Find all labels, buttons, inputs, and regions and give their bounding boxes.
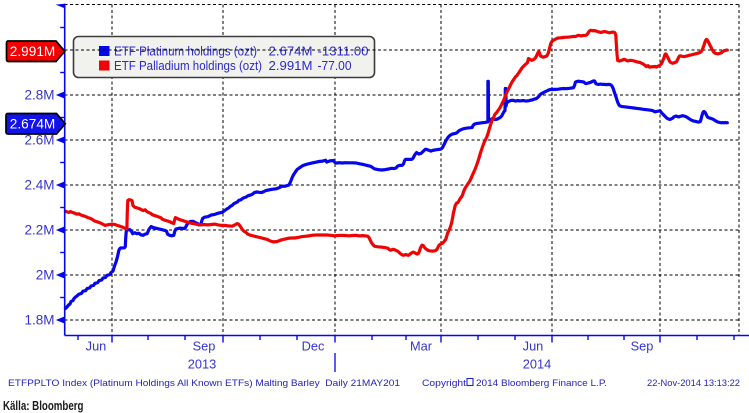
svg-text:2.674M: 2.674M (10, 117, 56, 132)
svg-text:2M: 2M (36, 268, 55, 283)
svg-text:ETFPPLTO Index (Platinum Holdi: ETFPPLTO Index (Platinum Holdings All Kn… (8, 378, 400, 388)
svg-text:Dec: Dec (302, 339, 325, 354)
svg-text:2.8M: 2.8M (24, 88, 54, 103)
svg-text:-77.00: -77.00 (318, 58, 352, 73)
svg-text:2014 Bloomberg Finance L.P.: 2014 Bloomberg Finance L.P. (476, 378, 607, 388)
svg-text:22-Nov-2014 13:13:22: 22-Nov-2014 13:13:22 (647, 378, 740, 388)
svg-text:2014: 2014 (523, 357, 551, 372)
svg-text:2.991M: 2.991M (10, 44, 56, 59)
svg-text:Sep: Sep (193, 339, 216, 354)
svg-text:Källa: Bloomberg: Källa: Bloomberg (3, 398, 84, 413)
svg-text:2.991M: 2.991M (269, 58, 313, 73)
svg-text:2013: 2013 (188, 357, 216, 372)
svg-text:Sep: Sep (631, 339, 654, 354)
svg-text:Mar: Mar (410, 339, 433, 354)
svg-text:2.6M: 2.6M (24, 133, 54, 148)
svg-text:Jun: Jun (523, 339, 544, 354)
svg-text:ETF Palladium holdings (ozt): ETF Palladium holdings (ozt) (114, 58, 262, 73)
svg-text:2.674M: 2.674M (269, 44, 313, 59)
svg-text:1.8M: 1.8M (24, 313, 54, 328)
svg-text:2.2M: 2.2M (24, 223, 54, 238)
svg-text:Jun: Jun (86, 339, 107, 354)
svg-text:Copyright: Copyright (422, 378, 466, 388)
svg-text:-1311.00: -1311.00 (318, 44, 369, 59)
svg-text:2.4M: 2.4M (24, 178, 54, 193)
svg-text:ETF Platinum holdings (ozt): ETF Platinum holdings (ozt) (114, 44, 257, 59)
